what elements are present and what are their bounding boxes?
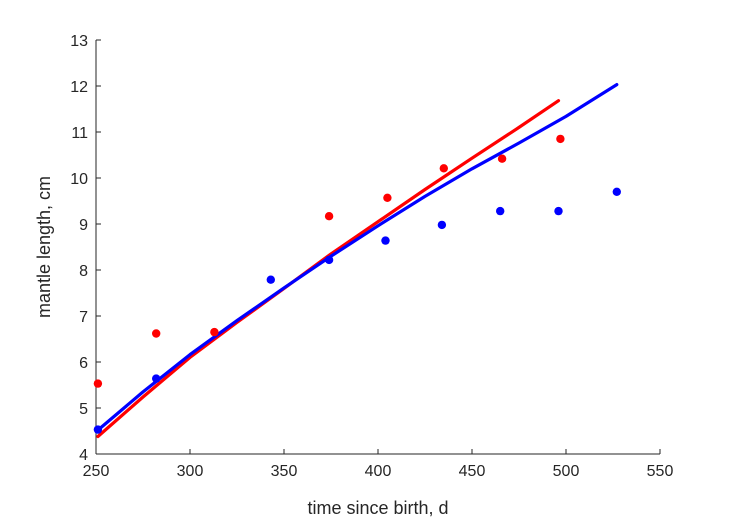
x-ticks: 250 300 350 400 450 500 550 bbox=[83, 449, 674, 480]
red-data-point bbox=[152, 329, 161, 338]
y-axis-label: mantle length, cm bbox=[34, 176, 54, 318]
y-tick-label: 4 bbox=[79, 447, 88, 464]
blue-data-point bbox=[266, 275, 275, 284]
y-tick-label: 9 bbox=[79, 217, 88, 234]
y-tick-label: 11 bbox=[71, 125, 88, 142]
red-data-point bbox=[93, 379, 103, 388]
red-data-point bbox=[497, 154, 507, 163]
y-tick-label: 7 bbox=[79, 309, 88, 326]
x-tick-label: 550 bbox=[647, 463, 674, 480]
blue-data-point bbox=[612, 187, 621, 196]
red-data-point bbox=[439, 164, 448, 173]
axes bbox=[95, 40, 660, 455]
x-tick-label: 450 bbox=[459, 463, 486, 480]
blue-fit-line bbox=[96, 83, 619, 432]
y-tick-label: 6 bbox=[79, 355, 88, 372]
blue-data-point bbox=[554, 206, 563, 216]
y-tick-label: 13 bbox=[70, 33, 88, 50]
red-data-point bbox=[324, 212, 334, 221]
y-tick-label: 10 bbox=[70, 171, 88, 188]
x-tick-label: 300 bbox=[177, 463, 204, 480]
y-ticks: 4 5 6 7 8 9 10 11 12 13 bbox=[70, 33, 101, 464]
red-data-point bbox=[210, 327, 219, 337]
x-tick-label: 350 bbox=[271, 463, 298, 480]
red-data-point bbox=[556, 134, 565, 144]
series-layer bbox=[93, 83, 621, 439]
blue-data-point bbox=[152, 374, 161, 383]
x-tick-label: 250 bbox=[83, 463, 110, 480]
x-tick-label: 500 bbox=[553, 463, 580, 480]
blue-data-point bbox=[437, 220, 447, 230]
y-tick-label: 12 bbox=[70, 79, 88, 96]
y-tick-label: 5 bbox=[79, 401, 88, 418]
y-tick-label: 8 bbox=[79, 263, 88, 280]
blue-data-point bbox=[93, 425, 103, 434]
red-fit-line bbox=[96, 99, 561, 439]
blue-data-point bbox=[324, 255, 334, 265]
blue-data-point bbox=[496, 206, 505, 216]
blue-data-point bbox=[381, 236, 390, 245]
red-data-point bbox=[383, 193, 392, 202]
x-axis-label: time since birth, d bbox=[307, 498, 448, 518]
x-tick-label: 400 bbox=[365, 463, 392, 480]
